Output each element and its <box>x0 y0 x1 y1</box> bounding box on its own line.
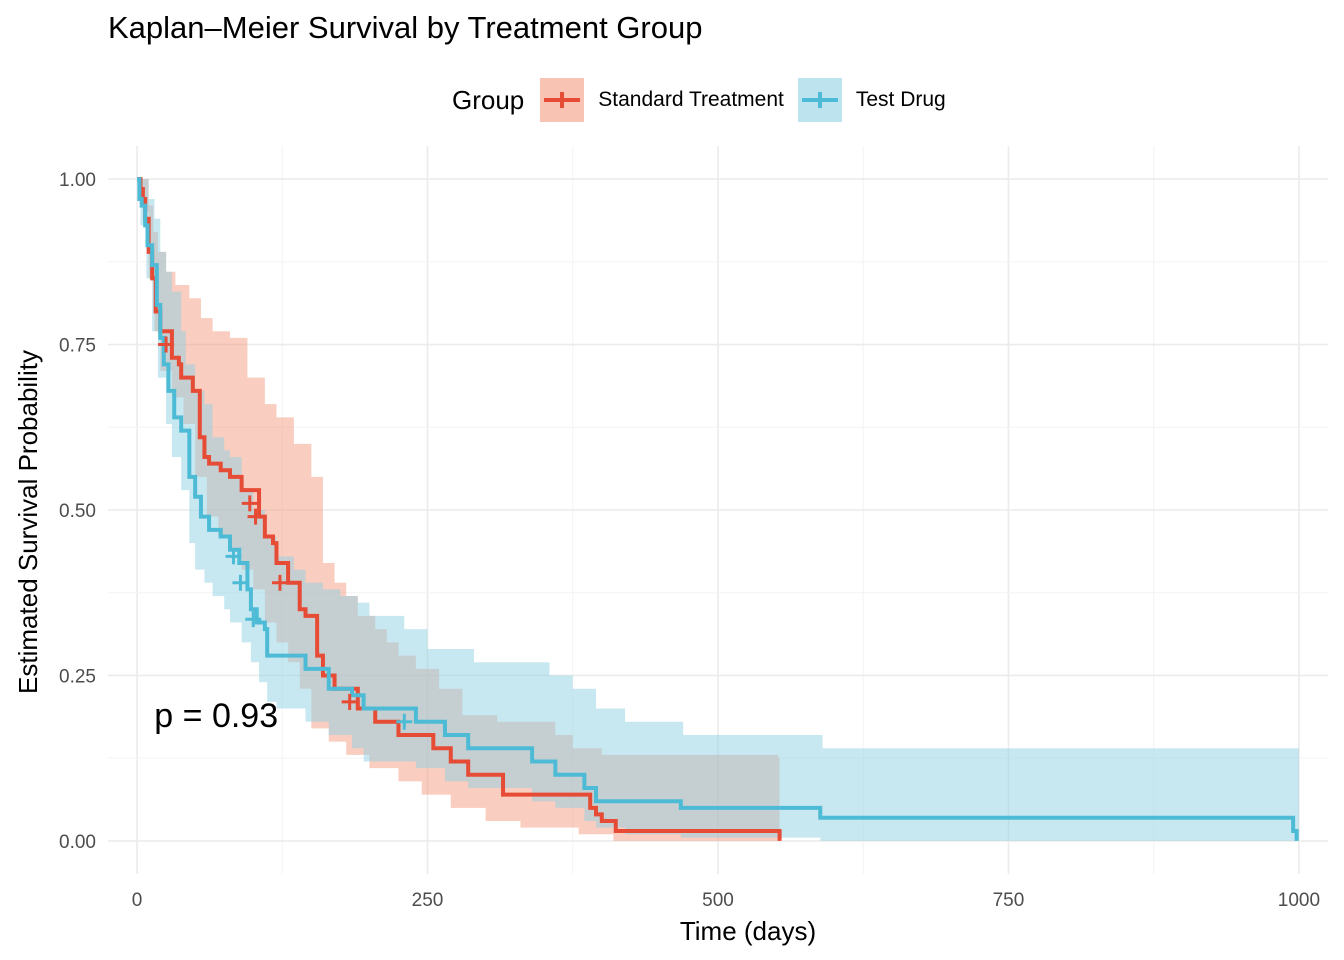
y-axis-title: Estimated Survival Probability <box>13 350 43 694</box>
survival-curve-test-drug <box>137 177 1299 841</box>
confidence-band-test-drug <box>137 179 1299 841</box>
y-tick-label: 0.00 <box>59 832 96 853</box>
y-tick-label: 0.25 <box>59 666 96 687</box>
legend-item-standard-treatment: Standard Treatment <box>540 78 784 122</box>
legend-label-test-drug: Test Drug <box>855 88 946 111</box>
censor-mark <box>396 713 413 730</box>
x-tick-label: 1000 <box>1278 890 1320 911</box>
x-tick-label: 250 <box>412 890 444 911</box>
legend: Group Standard Treatment Test Drug <box>452 78 960 122</box>
censor-mark <box>341 693 358 710</box>
censor-marks-standard-treatment <box>158 336 358 710</box>
censor-mark <box>241 495 258 512</box>
censor-mark <box>245 611 262 628</box>
confidence-bands <box>137 179 1299 841</box>
survival-curves <box>137 177 1299 841</box>
legend-label-standard-treatment: Standard Treatment <box>598 88 784 111</box>
p-value-annotation: p = 0.93 <box>154 697 278 735</box>
censor-mark <box>225 548 242 565</box>
x-tick-label: 750 <box>993 890 1025 911</box>
legend-key-standard-treatment <box>540 78 585 122</box>
censor-mark <box>158 336 175 353</box>
y-tick-label: 0.75 <box>59 336 96 357</box>
legend-key-test-drug <box>797 78 842 122</box>
legend-item-test-drug: Test Drug <box>797 78 946 122</box>
censor-mark <box>247 508 264 525</box>
x-tick-label: 500 <box>702 890 734 911</box>
censor-mark <box>271 574 288 591</box>
censor-marks-test-drug <box>225 548 413 730</box>
y-tick-label: 0.50 <box>59 501 96 522</box>
x-axis-title: Time (days) <box>680 916 816 946</box>
chart-title: Kaplan–Meier Survival by Treatment Group <box>108 10 703 45</box>
x-tick-label: 0 <box>132 890 143 911</box>
y-tick-label: 1.00 <box>59 170 96 191</box>
legend-title: Group <box>452 84 525 115</box>
censor-mark <box>232 574 249 591</box>
